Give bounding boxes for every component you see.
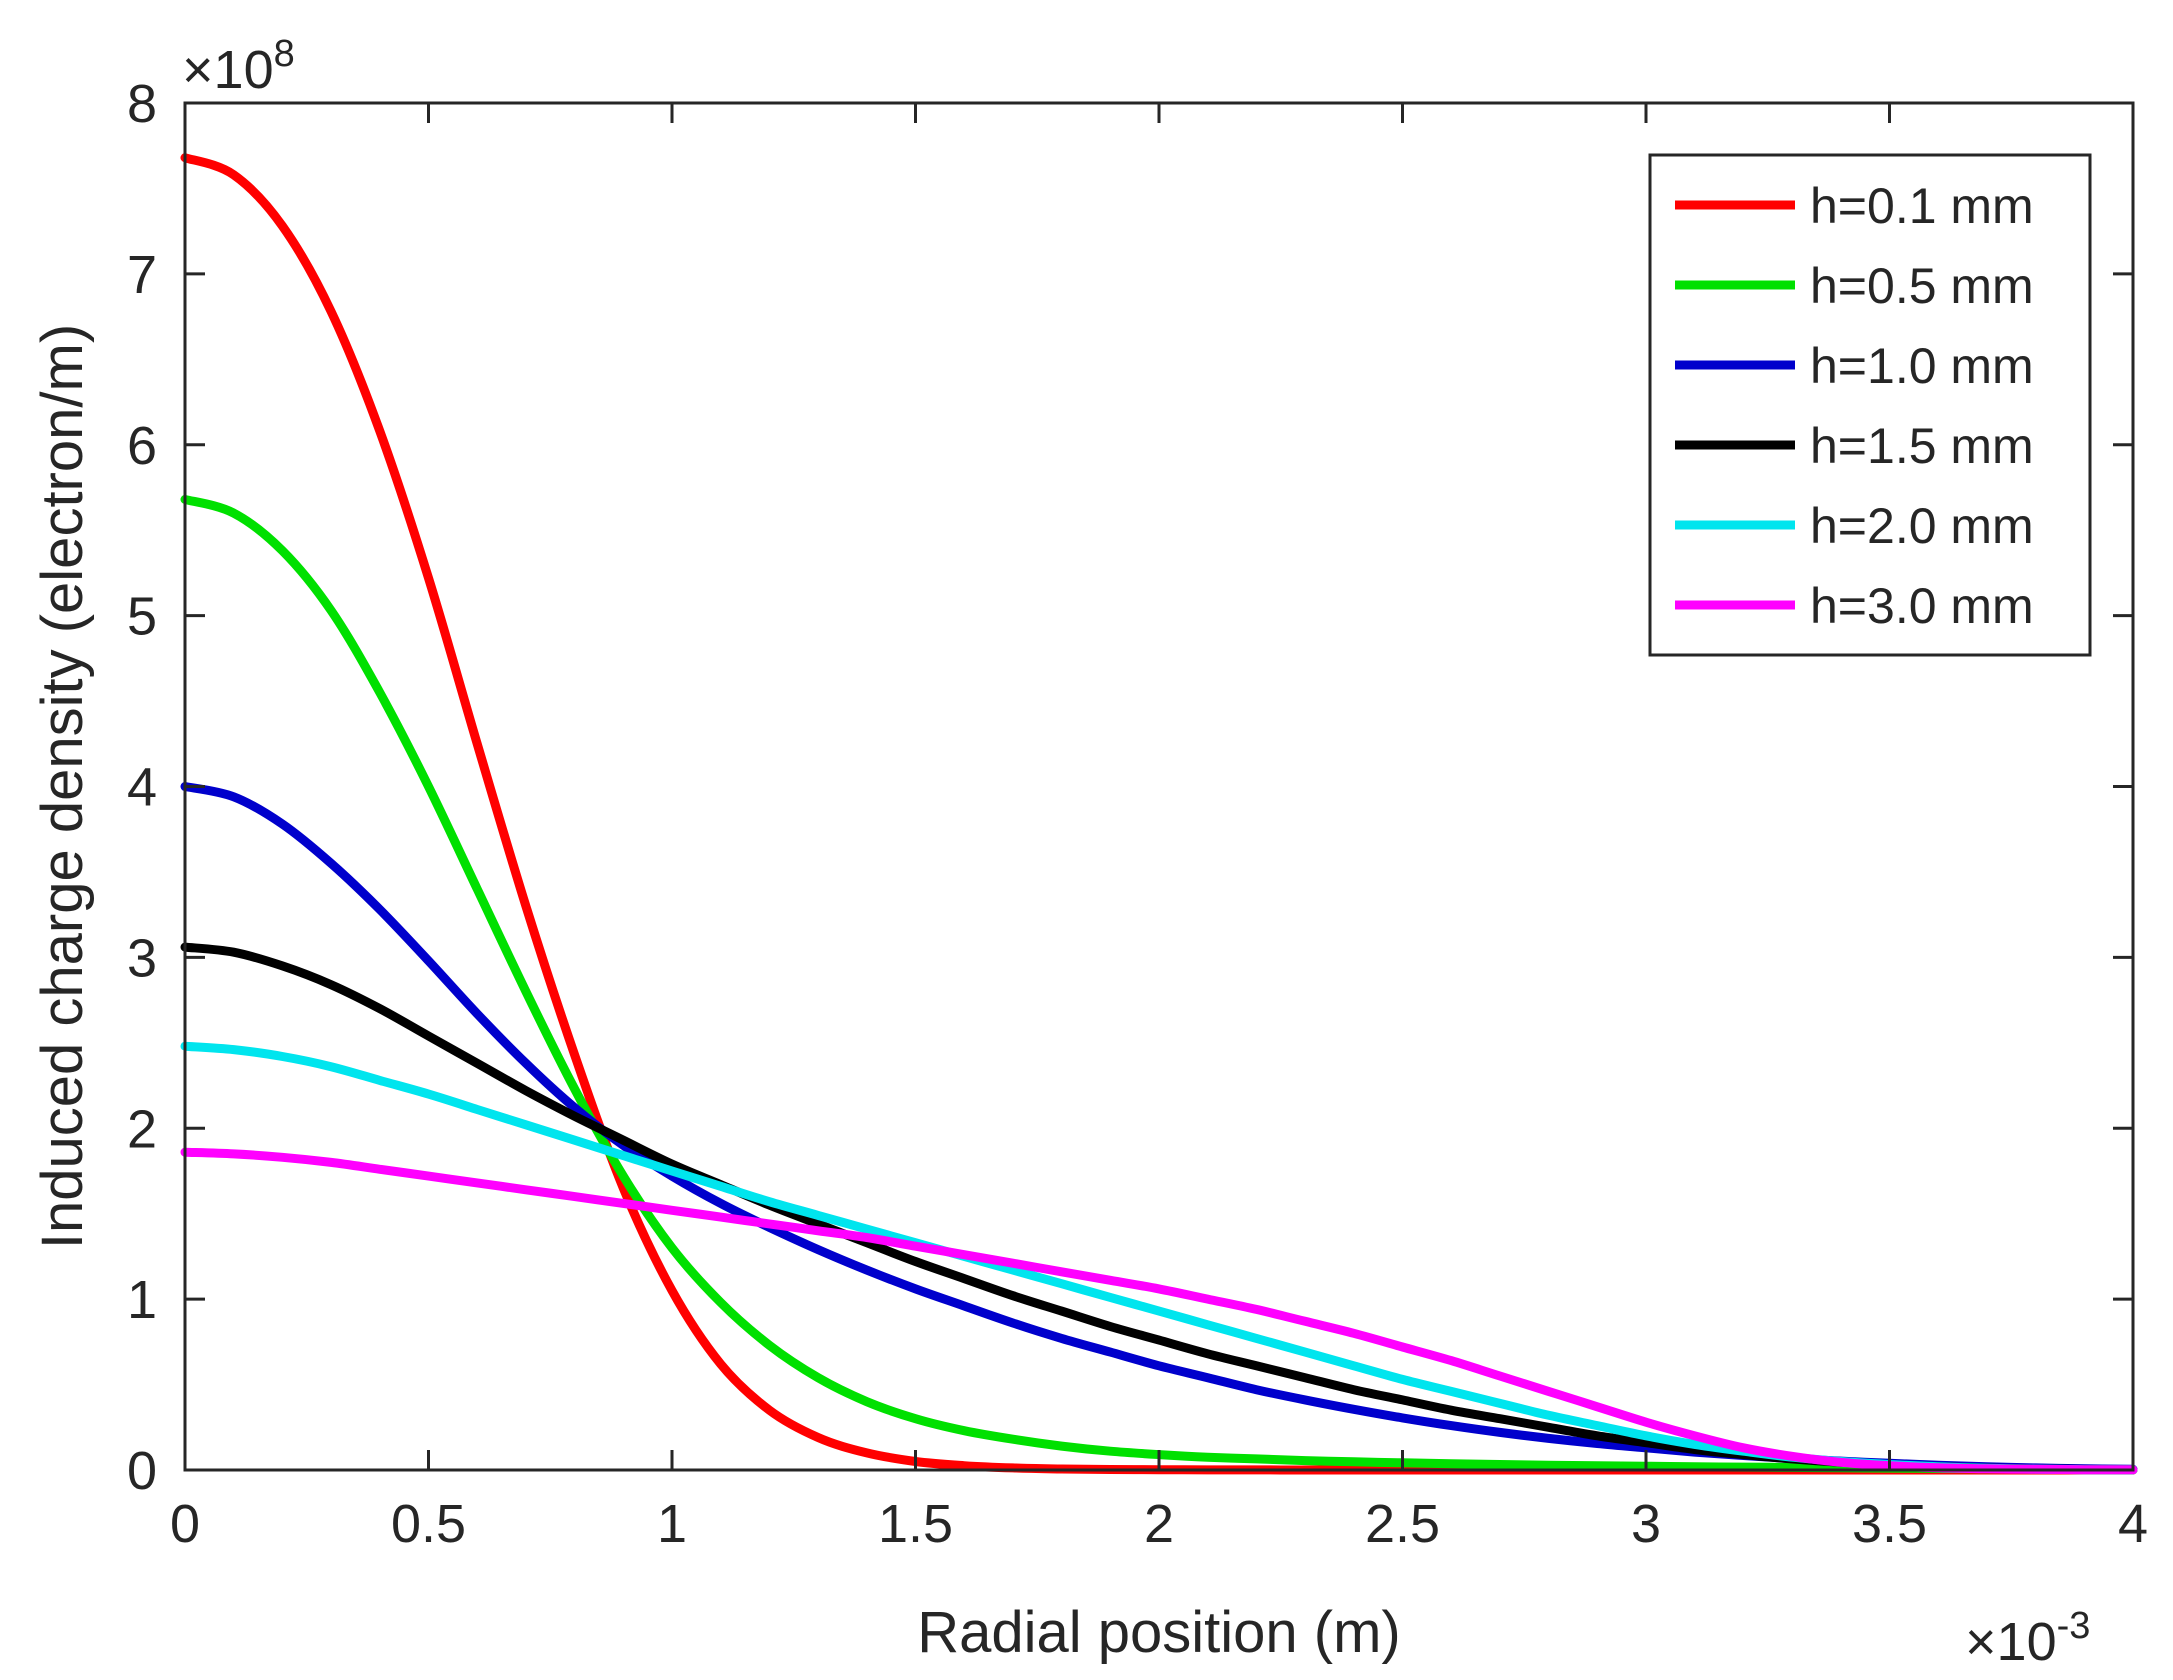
x-tick-label: 3.5: [1852, 1494, 1927, 1554]
y-tick-label: 4: [127, 758, 157, 818]
series-layer: [180, 153, 2138, 1475]
x-tick-label: 0.5: [391, 1494, 466, 1554]
legend-item: h=1.0 mm: [1675, 338, 2034, 394]
legend-item: h=0.5 mm: [1675, 258, 2034, 314]
y-tick-label: 5: [127, 587, 157, 647]
y-multiplier-base: ×10: [182, 40, 274, 100]
y-tick-label: 6: [127, 416, 157, 476]
x-tick-label: 2: [1144, 1494, 1174, 1554]
legend-box: [1648, 153, 2092, 657]
x-tick-label: 2.5: [1365, 1494, 1440, 1554]
legend-label: h=3.0 mm: [1810, 578, 2034, 634]
legend-label: h=0.1 mm: [1810, 178, 2034, 234]
y-tick-label: 2: [127, 1099, 157, 1159]
y-tick-label: 1: [127, 1270, 157, 1330]
legend-label: h=2.0 mm: [1810, 498, 2034, 554]
x-tick-label: 1.5: [878, 1494, 953, 1554]
x-tick-label: 1: [657, 1494, 687, 1554]
legend-item: h=3.0 mm: [1675, 578, 2034, 634]
ticks-layer: 0 0.5 1 1.5 2 2.5 3 3.5 4 0 1 2 3 4 5 6 7 8: [127, 74, 2148, 1554]
y-tick-label: 8: [127, 74, 157, 134]
y-axis-label: Induced charge density (electron/m): [30, 324, 95, 1249]
legend: h=0.1 mm h=0.5 mm h=1.0 mm h=1.5 mm h=2.0 mm…: [1648, 153, 2092, 657]
legend-item: h=1.5 mm: [1675, 418, 2034, 474]
y-axis-multiplier: ×108: [182, 33, 295, 100]
legend-items: h=0.1 mm h=0.5 mm h=1.0 mm h=1.5 mm h=2.0 mm…: [1675, 178, 2034, 634]
series-line-2: [180, 494, 2138, 1475]
y-tick-label: 0: [127, 1441, 157, 1501]
x-multiplier-base: ×10: [1965, 1612, 2057, 1672]
x-multiplier-exponent: -3: [2057, 1605, 2091, 1647]
x-axis-label: Radial position (m): [917, 1600, 1401, 1665]
x-tick-label: 0: [170, 1494, 200, 1554]
series-line-6: [180, 1147, 2138, 1475]
y-multiplier-exponent: 8: [274, 33, 295, 75]
x-tick-label: 3: [1631, 1494, 1661, 1554]
legend-label: h=0.5 mm: [1810, 258, 2034, 314]
legend-item: h=0.1 mm: [1675, 178, 2034, 234]
x-axis-multiplier: ×10-3: [1965, 1605, 2090, 1672]
legend-label: h=1.0 mm: [1810, 338, 2034, 394]
legend-item: h=2.0 mm: [1675, 498, 2034, 554]
y-tick-label: 7: [127, 245, 157, 305]
y-tick-label: 3: [127, 928, 157, 988]
x-tick-label: 4: [2118, 1494, 2148, 1554]
legend-label: h=1.5 mm: [1810, 418, 2034, 474]
